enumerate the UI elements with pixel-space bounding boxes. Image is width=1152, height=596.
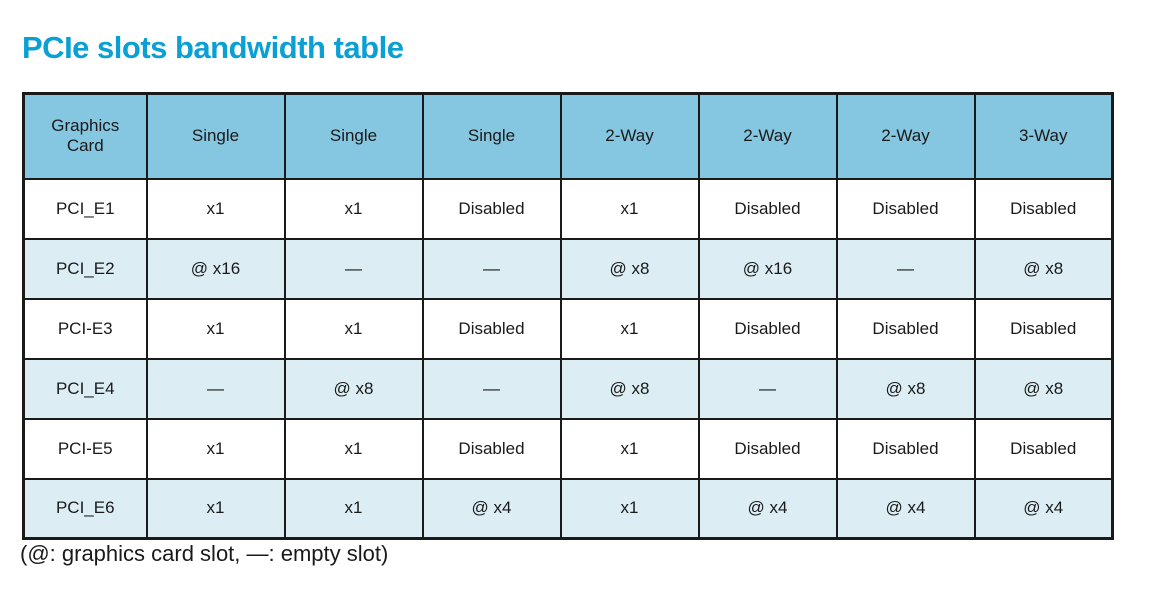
header-2way-3: 2-Way	[835, 92, 976, 180]
slot-name-cell: PCI-E3	[22, 297, 148, 360]
bandwidth-cell: x1	[283, 417, 424, 480]
slot-name-cell: PCI-E5	[22, 417, 148, 480]
bandwidth-cell: @ x8	[559, 357, 700, 420]
bandwidth-cell: @ x16	[145, 237, 286, 300]
bandwidth-cell: Disabled	[835, 417, 976, 480]
bandwidth-cell: x1	[559, 477, 700, 540]
table-row-pci-e3: PCI-E3 x1 x1 Disabled x1 Disabled Disabl…	[22, 297, 1114, 360]
bandwidth-cell: @ x16	[697, 237, 838, 300]
bandwidth-cell: Disabled	[421, 417, 562, 480]
bandwidth-cell: @ x4	[835, 477, 976, 540]
bandwidth-cell: @ x8	[973, 357, 1114, 420]
table-header-row: Graphics Card Single Single Single 2-Way…	[22, 92, 1114, 180]
bandwidth-cell: @ x4	[697, 477, 838, 540]
header-3way: 3-Way	[973, 92, 1114, 180]
bandwidth-cell: x1	[145, 417, 286, 480]
bandwidth-cell: —	[835, 237, 976, 300]
bandwidth-cell: Disabled	[973, 297, 1114, 360]
header-single-1: Single	[145, 92, 286, 180]
bandwidth-cell: Disabled	[973, 177, 1114, 240]
bandwidth-cell: x1	[145, 177, 286, 240]
bandwidth-cell: x1	[559, 177, 700, 240]
bandwidth-cell: Disabled	[697, 177, 838, 240]
bandwidth-cell: Disabled	[697, 297, 838, 360]
table-row-pci-e1: PCI_E1 x1 x1 Disabled x1 Disabled Disabl…	[22, 177, 1114, 240]
bandwidth-cell: Disabled	[421, 177, 562, 240]
table-row-pci-e5: PCI-E5 x1 x1 Disabled x1 Disabled Disabl…	[22, 417, 1114, 480]
bandwidth-cell: —	[283, 237, 424, 300]
bandwidth-cell: —	[421, 237, 562, 300]
bandwidth-cell: x1	[145, 297, 286, 360]
bandwidth-cell: @ x4	[973, 477, 1114, 540]
bandwidth-cell: —	[421, 357, 562, 420]
header-single-3: Single	[421, 92, 562, 180]
bandwidth-cell: Disabled	[835, 177, 976, 240]
bandwidth-cell: @ x8	[835, 357, 976, 420]
header-2way-1: 2-Way	[559, 92, 700, 180]
bandwidth-cell: @ x4	[421, 477, 562, 540]
header-single-2: Single	[283, 92, 424, 180]
bandwidth-cell: Disabled	[835, 297, 976, 360]
bandwidth-cell: x1	[283, 177, 424, 240]
bandwidth-cell: @ x8	[559, 237, 700, 300]
bandwidth-cell: x1	[145, 477, 286, 540]
slot-name-cell: PCI_E2	[22, 237, 148, 300]
table-row-pci-e6: PCI_E6 x1 x1 @ x4 x1 @ x4 @ x4 @ x4	[22, 477, 1114, 540]
table-row-pci-e4: PCI_E4 — @ x8 — @ x8 — @ x8 @ x8	[22, 357, 1114, 420]
slot-name-cell: PCI_E4	[22, 357, 148, 420]
bandwidth-cell: Disabled	[973, 417, 1114, 480]
bandwidth-cell: x1	[283, 297, 424, 360]
page-title: PCIe slots bandwidth table	[22, 30, 404, 65]
header-graphics-card: Graphics Card	[22, 92, 148, 180]
legend-footnote: (@: graphics card slot, —: empty slot)	[20, 541, 389, 566]
bandwidth-cell: x1	[559, 417, 700, 480]
bandwidth-cell: Disabled	[421, 297, 562, 360]
table-row-pci-e2: PCI_E2 @ x16 — — @ x8 @ x16 — @ x8	[22, 237, 1114, 300]
bandwidth-cell: x1	[283, 477, 424, 540]
bandwidth-cell: —	[145, 357, 286, 420]
pcie-bandwidth-table: Graphics Card Single Single Single 2-Way…	[22, 92, 1114, 540]
header-2way-2: 2-Way	[697, 92, 838, 180]
slot-name-cell: PCI_E1	[22, 177, 148, 240]
bandwidth-cell: Disabled	[697, 417, 838, 480]
bandwidth-cell: @ x8	[283, 357, 424, 420]
bandwidth-cell: x1	[559, 297, 700, 360]
bandwidth-cell: —	[697, 357, 838, 420]
bandwidth-cell: @ x8	[973, 237, 1114, 300]
slot-name-cell: PCI_E6	[22, 477, 148, 540]
